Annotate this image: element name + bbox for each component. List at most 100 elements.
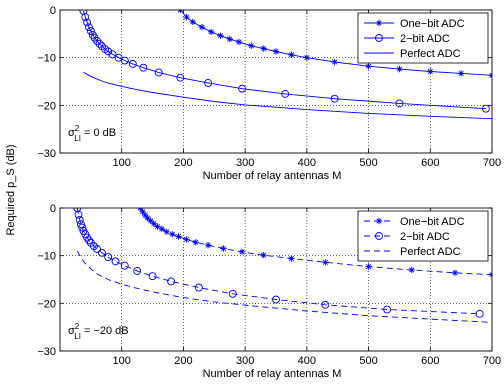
legend-marker-star bbox=[375, 217, 383, 225]
annotation-sigma: σ2 LI = −20 dB bbox=[68, 322, 129, 341]
data-point-circle bbox=[133, 266, 142, 275]
data-point-star bbox=[288, 255, 295, 262]
data-point-star bbox=[147, 217, 154, 225]
data-point-star bbox=[192, 239, 199, 246]
x-tick-label: 500 bbox=[359, 157, 377, 169]
data-point-circle bbox=[77, 220, 85, 229]
x-tick-label: 700 bbox=[483, 355, 501, 367]
data-point-circle bbox=[148, 272, 157, 281]
data-point-circle bbox=[321, 300, 330, 309]
data-point-star bbox=[208, 28, 215, 36]
legend: One−bit ADC 2−bit ADC Perfect ADC bbox=[357, 210, 489, 262]
data-point-star bbox=[288, 51, 295, 59]
data-point-circle bbox=[98, 248, 106, 257]
data-point-circle bbox=[330, 94, 339, 103]
data-point-circle bbox=[120, 261, 129, 270]
y-tick-label: −20 bbox=[37, 100, 56, 112]
data-point-star bbox=[303, 54, 311, 61]
data-point-star bbox=[217, 32, 224, 39]
data-point-star bbox=[322, 259, 329, 266]
data-point-star bbox=[169, 231, 176, 238]
data-point-circle bbox=[395, 99, 404, 108]
data-point-circle bbox=[481, 104, 490, 113]
data-point-star bbox=[365, 63, 372, 70]
data-point-circle bbox=[272, 295, 280, 304]
x-axis-label: Number of relay antennas M bbox=[203, 170, 342, 182]
x-axis-label: Number of relay antennas M bbox=[203, 368, 342, 380]
data-point-circle bbox=[104, 47, 113, 56]
data-point-circle bbox=[176, 73, 185, 82]
data-point-circle bbox=[104, 253, 113, 262]
data-point-circle bbox=[86, 27, 95, 35]
x-tick-label: 100 bbox=[113, 157, 131, 169]
legend-marker-circle bbox=[375, 232, 383, 240]
series-line-circle bbox=[83, 10, 486, 110]
chart-panel-bottom: 100 200 300 400 500 600 700 0 −10 −20 −30 Number of… bbox=[37, 203, 501, 380]
data-point-circle bbox=[128, 59, 137, 68]
data-point-star bbox=[163, 228, 170, 236]
data-point-star bbox=[396, 65, 403, 73]
data-point-star bbox=[408, 266, 415, 274]
data-point-star bbox=[158, 225, 166, 233]
shared-y-axis-label: Required p_S (dB) bbox=[5, 144, 17, 235]
legend-marker-circle bbox=[375, 34, 383, 42]
x-tick-label: 600 bbox=[421, 157, 439, 169]
data-point-star bbox=[365, 263, 372, 270]
data-point-star bbox=[427, 68, 434, 75]
x-tick-label: 100 bbox=[113, 355, 131, 367]
data-point-star bbox=[183, 13, 190, 21]
data-point-star bbox=[248, 42, 255, 49]
data-point-star bbox=[238, 248, 246, 256]
annotation-sigma: σ2 LI = 0 dB bbox=[68, 124, 116, 143]
data-point-star bbox=[139, 208, 146, 216]
data-point-star bbox=[175, 233, 182, 240]
data-point-star bbox=[260, 45, 267, 52]
axes-frame bbox=[59, 9, 493, 154]
legend: One−bit ADC 2−bit ADC Perfect ADC bbox=[357, 12, 489, 64]
y-tick-label: −10 bbox=[37, 251, 56, 263]
data-point-circle bbox=[281, 89, 290, 98]
legend-entry: Perfect ADC bbox=[400, 48, 461, 60]
y-tick-label: −10 bbox=[37, 53, 56, 65]
data-point-star bbox=[189, 18, 196, 26]
data-point-circle bbox=[194, 283, 203, 292]
axes-frame bbox=[59, 207, 493, 352]
x-tick-label: 400 bbox=[298, 157, 316, 169]
legend-entry: One−bit ADC bbox=[400, 216, 465, 228]
data-point-circle bbox=[108, 50, 117, 59]
data-point-star bbox=[198, 23, 206, 31]
data-point-star bbox=[220, 245, 227, 252]
x-tick-label: 700 bbox=[483, 157, 501, 169]
data-point-circle bbox=[139, 63, 148, 72]
data-point-circle bbox=[93, 37, 101, 45]
data-point-star bbox=[260, 251, 267, 259]
y-tick-label: −30 bbox=[37, 148, 56, 160]
legend-marker-star bbox=[375, 19, 383, 27]
y-tick-label: −30 bbox=[37, 346, 56, 358]
y-tick-label: −20 bbox=[37, 298, 56, 310]
data-point-circle bbox=[74, 210, 83, 219]
x-tick-label: 500 bbox=[359, 355, 377, 367]
data-point-circle bbox=[95, 39, 104, 48]
data-point-circle bbox=[93, 245, 101, 253]
x-tick-label: 300 bbox=[236, 355, 254, 367]
data-point-star bbox=[457, 70, 465, 77]
legend-entry: 2−bit ADC bbox=[400, 33, 450, 45]
data-point-circle bbox=[85, 23, 93, 32]
data-point-circle bbox=[204, 78, 213, 87]
data-point-star bbox=[226, 35, 233, 43]
data-point-circle bbox=[83, 18, 92, 27]
legend-box bbox=[357, 210, 489, 262]
data-point-circle bbox=[120, 56, 129, 65]
plot-area bbox=[79, 10, 492, 120]
data-point-circle bbox=[228, 289, 237, 298]
data-point-star bbox=[154, 223, 161, 230]
data-point-circle bbox=[111, 257, 120, 266]
data-point-star bbox=[331, 58, 338, 66]
data-point-star bbox=[150, 220, 158, 227]
legend-entry: Perfect ADC bbox=[400, 246, 461, 258]
data-point-star bbox=[183, 236, 190, 243]
data-point-circle bbox=[475, 309, 484, 318]
x-tick-label: 400 bbox=[298, 355, 316, 367]
